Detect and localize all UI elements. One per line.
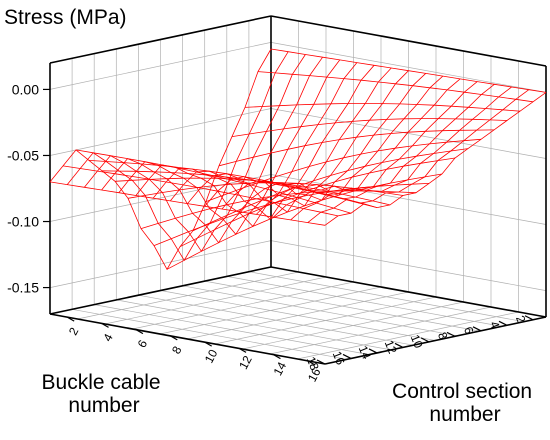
floor-gridline [214, 296, 437, 345]
axis-frame-line [49, 266, 272, 315]
y-tick-mark [101, 322, 109, 328]
floor-gridline [187, 291, 409, 340]
surface-mesh-line [238, 78, 461, 212]
x-axis-title-line-1: Buckle cable [42, 371, 161, 394]
x-tick-mark [394, 342, 404, 348]
x-tick-label: 16 [330, 349, 348, 367]
surface-mesh-line [101, 56, 323, 244]
y-tick-label: 2 [66, 325, 82, 338]
floor-gridline [297, 311, 519, 360]
z-tick-label: -0.05 [7, 147, 39, 163]
x-tick-label: 12 [382, 338, 400, 356]
x-tick-label: 4 [487, 319, 503, 331]
y-tick-mark [307, 360, 316, 366]
y-tick-mark [238, 347, 247, 353]
floor-gridline [72, 308, 348, 360]
surface-mesh-line [118, 59, 341, 235]
surface-mesh-line [84, 54, 306, 253]
x-tick-label: 2 [513, 314, 529, 326]
x-tick-mark [368, 348, 378, 354]
tick-marks [43, 88, 534, 366]
z-tick-label: -0.15 [7, 280, 39, 296]
y-tick-mark [170, 335, 178, 341]
x-tick-label: 14 [356, 344, 374, 362]
surface-mesh-line [244, 102, 521, 112]
x-axis-title-line-2: number [68, 394, 139, 417]
z-gridline [49, 108, 547, 159]
x-tick-mark [498, 320, 508, 326]
surface-mesh-line [221, 75, 444, 210]
z-tick-label: 0.00 [12, 81, 39, 97]
y-tick-mark [204, 341, 212, 347]
y-tick-label: 8 [169, 343, 185, 356]
surface-mesh-line [307, 89, 530, 223]
x-tick-mark [446, 331, 456, 337]
surface-mesh-line [257, 71, 534, 103]
surface-mesh-line [140, 190, 417, 229]
y-axis-title-line-1: Control section [392, 380, 532, 403]
floor-gridline [116, 299, 392, 351]
axis-frame-line [49, 313, 326, 365]
surface-mesh-line [153, 183, 430, 246]
y-tick-label: 12 [236, 353, 255, 372]
surface-mesh-line [218, 129, 495, 167]
axis-frame-line [270, 15, 547, 67]
surface-mesh-line [192, 148, 469, 232]
axis-frame-line [324, 316, 547, 365]
surface-mesh-line [62, 165, 339, 217]
x-tick-label: 10 [408, 333, 426, 351]
y-tick-label: 16 [305, 366, 324, 385]
surface-mesh-line [187, 70, 409, 207]
surface-mesh-line [49, 48, 272, 271]
surface-mesh-line [179, 157, 456, 248]
y-tick-mark [273, 354, 281, 360]
surface-mesh-line [290, 86, 512, 221]
y-tick-mark [135, 329, 144, 335]
x-tick-label: 6 [461, 325, 477, 337]
axis-frame-line [49, 15, 272, 64]
surface-mesh-line [169, 67, 392, 213]
y-axis-title: Control section number [392, 380, 538, 426]
y-tick-label: 10 [202, 347, 221, 366]
floor-gridline [94, 304, 370, 355]
grid-layer [49, 16, 547, 365]
surface-mesh-line [204, 73, 426, 207]
floor-gridline [242, 301, 464, 350]
x-tick-mark [472, 326, 482, 332]
surface-mesh-line [66, 51, 289, 262]
surface-mesh-line [270, 48, 547, 93]
stress-surface-mesh [49, 48, 547, 271]
x-tick-mark [420, 337, 430, 343]
x-tick-mark [316, 359, 326, 365]
y-tick-label: 4 [100, 331, 116, 344]
z-axis-title: Stress (MPa) [4, 6, 127, 29]
x-tick-label: 18 [304, 355, 322, 373]
z-tick-label: -0.10 [7, 214, 39, 230]
surface-mesh-line [166, 173, 443, 270]
x-tick-mark [524, 315, 534, 321]
surface-mesh-line [88, 160, 365, 205]
floor-gridline [138, 294, 414, 346]
y-tick-label: 14 [271, 359, 290, 378]
axis-frame-line [270, 266, 547, 318]
surface-mesh-line [231, 118, 508, 137]
surface-mesh-line [324, 92, 547, 226]
surface-mesh-line [152, 65, 375, 220]
x-tick-mark [342, 353, 352, 360]
axis-frame [49, 15, 547, 365]
y-axis-title-line-2: number [429, 403, 500, 426]
floor-gridline [269, 306, 492, 355]
surface-mesh-line [49, 181, 326, 226]
z-gridline [49, 174, 547, 225]
x-axis-title: Buckle cable number [42, 371, 167, 417]
z-gridline [49, 42, 547, 93]
y-tick-mark [66, 316, 75, 322]
surface-mesh-line [75, 149, 352, 214]
y-tick-label: 6 [135, 337, 151, 350]
surface-mesh-line [101, 170, 378, 208]
x-tick-label: 8 [435, 330, 451, 342]
